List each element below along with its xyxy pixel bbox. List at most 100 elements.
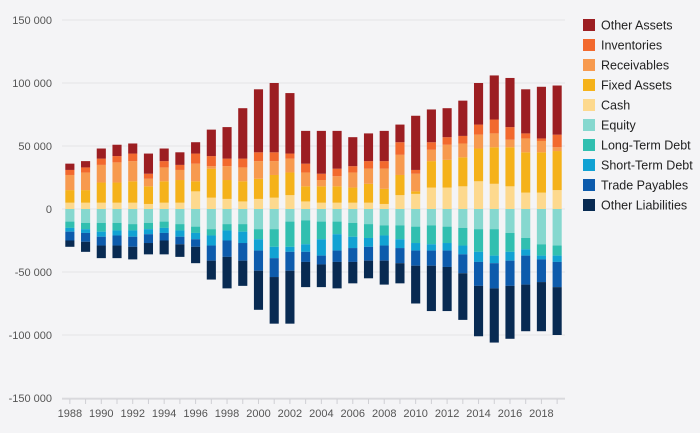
bar-segment (128, 143, 138, 154)
bar-segment (348, 166, 358, 173)
bar-segment (222, 209, 232, 225)
bar-segment (191, 246, 201, 264)
bar-segment (411, 115, 421, 170)
bar-segment (442, 187, 452, 209)
bar-segment (316, 264, 326, 288)
bar-segment (489, 229, 499, 256)
bar-segment (489, 288, 499, 343)
bar-segment (143, 243, 154, 255)
bar-segment (521, 138, 531, 153)
bar-segment (301, 244, 311, 252)
bar-segment (442, 243, 452, 251)
bar-segment (206, 197, 216, 209)
bar-segment (222, 158, 232, 167)
bar-segment (442, 144, 452, 160)
bar-segment (536, 192, 546, 209)
bar-segment (536, 244, 546, 256)
bar-segment (285, 195, 295, 209)
bar-segment (411, 265, 421, 304)
bar-segment (191, 226, 201, 233)
bar-segment (332, 168, 342, 177)
bar-segment (65, 163, 75, 170)
bar-segment (112, 209, 122, 223)
x-tick-label: 1996 (183, 408, 207, 420)
bar-segment (285, 270, 295, 324)
bar-segment (426, 209, 436, 226)
bar-segment (143, 234, 154, 244)
legend-swatch (583, 199, 595, 211)
bar-segment (253, 209, 264, 230)
bar-segment (316, 239, 326, 256)
bar-segment (363, 183, 374, 203)
bar-segment (285, 158, 295, 173)
x-tick-label: 2016 (498, 408, 522, 420)
bar-segment (81, 241, 91, 252)
bar-segment (81, 172, 91, 191)
bar-segment (379, 235, 389, 246)
bar-segment (316, 255, 326, 265)
bar-segment (426, 161, 436, 188)
bar-segment (301, 220, 311, 245)
bar-segment (395, 154, 405, 175)
bar-segment (143, 229, 154, 235)
bar-segment (411, 209, 421, 227)
bar-segment (285, 153, 295, 159)
bar-segment (285, 246, 295, 252)
bar-segment (285, 209, 295, 222)
bar-segment (238, 201, 248, 209)
bar-segment (222, 256, 232, 289)
bar-segment (191, 191, 201, 209)
bar-segment (458, 186, 468, 209)
bar-segment (81, 167, 91, 173)
bar-segment (143, 209, 154, 223)
bar-segment (159, 209, 169, 222)
bar-segment (128, 246, 138, 260)
bar-segment (521, 209, 531, 238)
bar-segment (253, 229, 264, 240)
bar-segment (363, 224, 374, 238)
bar-segment (238, 224, 248, 232)
bar-segment (96, 164, 106, 183)
bar-segment (521, 249, 531, 256)
bar-segment (505, 232, 515, 252)
bar-segment (175, 230, 185, 237)
bar-segment (489, 209, 499, 230)
y-tick-label: 100 000 (12, 78, 52, 90)
bar-segment (458, 254, 468, 274)
bar-segment (521, 152, 531, 193)
bar-segment (96, 158, 106, 165)
bar-segment (96, 231, 106, 237)
bar-segment (442, 159, 452, 188)
bar-segment (458, 227, 468, 246)
x-tick-label: 2002 (278, 408, 302, 420)
bar-segment (363, 133, 374, 162)
y-tick-label: 50 000 (18, 141, 52, 153)
bar-segment (159, 161, 169, 168)
bar-segment (552, 134, 562, 148)
bar-segment (65, 231, 75, 241)
bar-segment (363, 237, 374, 247)
bar-segment (222, 127, 232, 159)
legend-label: Cash (601, 99, 630, 113)
bar-segment (253, 198, 264, 209)
bar-segment (379, 209, 389, 226)
bar-segment (301, 201, 311, 209)
bar-segment (128, 202, 138, 209)
y-tick-label: -50 000 (15, 267, 52, 279)
bar-segment (112, 156, 122, 163)
bar-segment (379, 188, 389, 204)
bar-segment (552, 261, 562, 288)
bar-segment (253, 89, 264, 153)
bar-segment (143, 203, 154, 209)
bar-segment (191, 209, 201, 227)
legend-label: Trade Payables (601, 179, 688, 193)
bar-segment (332, 234, 342, 251)
bar-segment (395, 142, 405, 155)
bar-segment (206, 209, 216, 230)
bar-segment (363, 260, 374, 279)
bar-segment (269, 258, 279, 278)
bar-segment (112, 162, 122, 183)
legend-label: Fixed Assets (601, 79, 672, 93)
bar-segment (206, 245, 216, 261)
bar-segment (128, 230, 138, 237)
